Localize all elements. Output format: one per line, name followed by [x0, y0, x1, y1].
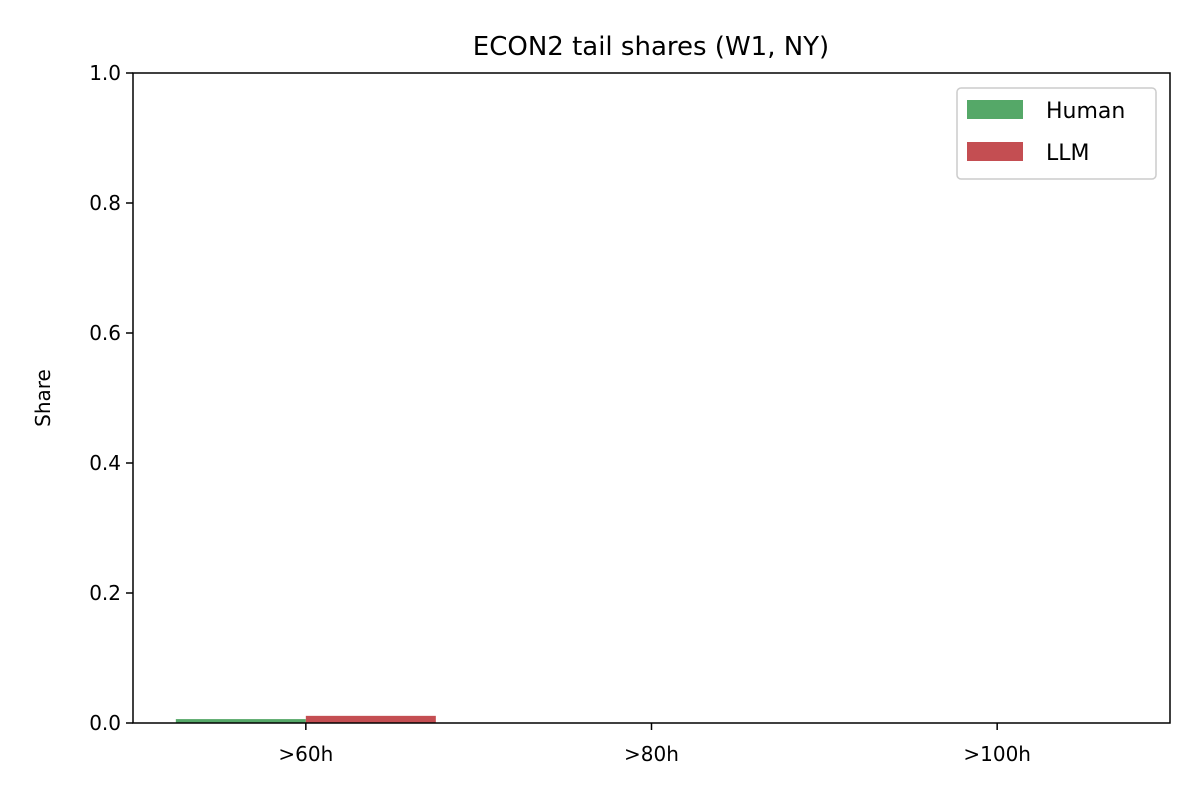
y-tick-label: 0.4	[89, 451, 121, 475]
bar-llm-0	[305, 715, 436, 723]
legend: Human LLM	[956, 87, 1157, 180]
y-tick-label: 0.8	[89, 191, 121, 215]
x-tick-label: >100h	[963, 742, 1031, 766]
bars-group	[175, 715, 436, 723]
legend-swatch-llm	[967, 142, 1023, 161]
y-tick-label: 0.0	[89, 711, 121, 735]
chart-title: ECON2 tail shares (W1, NY)	[473, 32, 829, 62]
y-tick-label: 1.0	[89, 61, 121, 85]
y-axis-label: Share	[31, 369, 55, 427]
bar-human-0	[175, 719, 306, 723]
x-tick-label: >60h	[278, 742, 333, 766]
legend-swatch-human	[967, 100, 1023, 119]
y-tick-label: 0.6	[89, 321, 121, 345]
x-tick-label: >80h	[624, 742, 679, 766]
y-tick-label: 0.2	[89, 581, 121, 605]
x-axis: >60h >80h >100h	[278, 723, 1031, 766]
legend-label-human: Human	[1046, 99, 1125, 124]
legend-label-llm: LLM	[1046, 141, 1090, 166]
y-axis: 0.0 0.2 0.4 0.6 0.8 1.0	[89, 61, 133, 735]
